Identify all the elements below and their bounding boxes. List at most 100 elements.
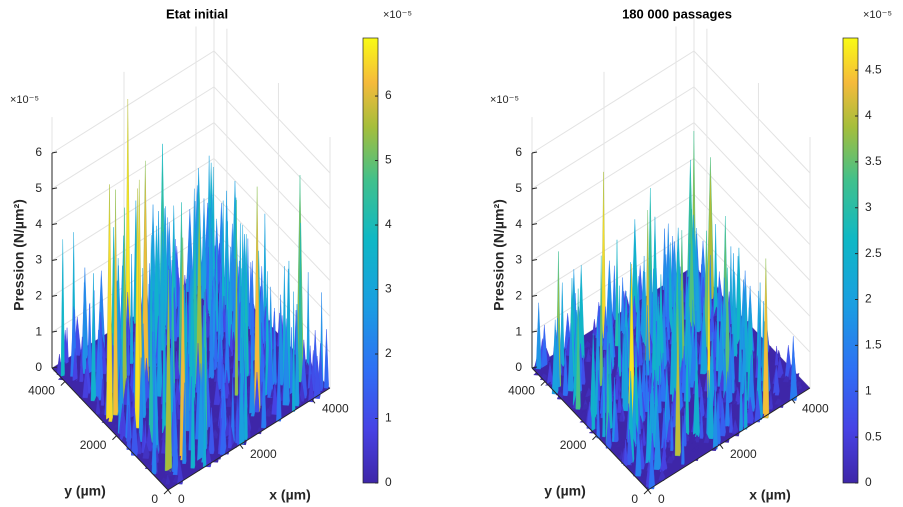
- surface-spike: [79, 354, 84, 383]
- surface-spike: [261, 354, 267, 429]
- colorbar-tick-label: 1: [865, 383, 872, 397]
- surface-spike: [324, 329, 329, 389]
- y-tick-label: 0: [631, 492, 638, 506]
- surface-spike: [614, 375, 619, 400]
- surface: [533, 131, 803, 490]
- surface-spike: [70, 378, 77, 384]
- colorbar-tick-label: 1: [385, 411, 392, 425]
- surface-spike: [694, 434, 700, 443]
- colorbar-tick-label: 1.5: [865, 338, 882, 352]
- colorbar: [842, 37, 859, 484]
- surface-spike: [213, 410, 219, 414]
- surface-spike: [106, 184, 113, 422]
- y-tick: [540, 381, 546, 386]
- z-tick-label: 6: [515, 145, 522, 159]
- colorbar-tick-label: 3: [385, 282, 392, 296]
- colorbar-tick-label: 4: [865, 108, 872, 122]
- surface-spike: [754, 390, 761, 423]
- colorbar-exponent: ×10⁻⁵: [863, 9, 892, 21]
- surface-spike: [541, 363, 549, 369]
- surface-spike: [264, 407, 272, 417]
- y-tick: [643, 489, 649, 495]
- z-tick-label: 3: [35, 253, 42, 267]
- colorbar-tick-label: 3: [865, 200, 872, 214]
- surface: [53, 99, 329, 485]
- surface-spike: [294, 304, 300, 407]
- surface-spike: [192, 462, 201, 469]
- surface-spike: [306, 272, 310, 374]
- surface-spike: [82, 369, 89, 399]
- z-tick-label: 5: [515, 181, 522, 195]
- x-tick-label: 2000: [250, 447, 277, 461]
- colorbar-tick-label: 4.5: [865, 62, 882, 76]
- z-exponent: ×10⁻⁵: [490, 94, 519, 106]
- x-tick: [239, 444, 244, 449]
- z-tick-label: 2: [515, 289, 522, 303]
- surface-spike: [586, 348, 591, 363]
- z-tick-label: 1: [515, 324, 522, 338]
- surface-spike: [145, 424, 153, 452]
- grid-line: [531, 157, 811, 281]
- colorbar-tick-label: 3.5: [865, 154, 882, 168]
- z-tick-label: 2: [35, 289, 42, 303]
- surface-spike: [700, 297, 708, 375]
- y-tick-label: 4000: [28, 384, 55, 398]
- surface-spike: [234, 199, 239, 396]
- surface-spike: [226, 393, 232, 408]
- surface-spike: [243, 323, 248, 440]
- grid-line: [531, 86, 811, 210]
- surface-spike: [797, 383, 803, 390]
- z-tick-label: 0: [35, 360, 42, 374]
- z-tick: [51, 187, 58, 190]
- surface-spike: [662, 469, 668, 473]
- surface-spike: [282, 318, 290, 406]
- z-tick: [531, 151, 538, 154]
- surface-spike: [160, 477, 167, 483]
- surface-spike: [556, 391, 564, 400]
- surface-spike: [298, 380, 305, 402]
- z-tick: [51, 259, 58, 261]
- surface-spike: [782, 375, 790, 383]
- x-tick: [647, 489, 652, 495]
- z-axis-label: Pression (N/µm²): [491, 199, 507, 311]
- surface-spike: [592, 319, 597, 336]
- surface-spike: [165, 474, 171, 485]
- surface-spike: [699, 404, 704, 439]
- y-tick-label: 0: [151, 492, 158, 506]
- surface-spike: [626, 429, 633, 466]
- colorbar-tick-label: 0.5: [865, 429, 882, 443]
- surface-spike: [640, 474, 645, 478]
- y-tick: [163, 489, 169, 495]
- surface-spike: [614, 442, 622, 448]
- surface-spike: [637, 331, 643, 366]
- z-tick: [51, 294, 58, 297]
- colorbar-tick-label: 0: [865, 475, 872, 489]
- x-tick: [791, 399, 796, 404]
- surface-spike: [666, 292, 671, 341]
- colorbar-tick-label: 2.5: [865, 246, 882, 260]
- z-axis-label: Pression (N/µm²): [11, 199, 27, 311]
- surface-spike: [703, 433, 710, 444]
- surface-spike: [776, 401, 784, 408]
- z-tick: [531, 366, 538, 369]
- surface-spike: [775, 357, 784, 379]
- surface-spike: [628, 463, 636, 469]
- x-tick: [167, 489, 172, 495]
- surface-spike: [63, 361, 70, 366]
- surface-spike: [166, 471, 174, 477]
- surface-spike: [687, 452, 692, 456]
- colorbar: [362, 37, 379, 484]
- x-tick-label: 4000: [322, 402, 349, 416]
- x-tick-label: 0: [658, 492, 665, 506]
- surface-spike: [223, 370, 230, 399]
- surface-spike: [727, 433, 732, 437]
- grid-line: [531, 50, 811, 174]
- surface-spike: [254, 372, 260, 413]
- surface-spike: [235, 395, 240, 446]
- surface-spike: [276, 352, 282, 422]
- surface-spike: [229, 324, 234, 357]
- z-tick-label: 1: [35, 324, 42, 338]
- chart-title: 180 000 passages: [622, 6, 732, 21]
- surface-spike: [60, 239, 65, 377]
- surface-spike: [535, 302, 542, 370]
